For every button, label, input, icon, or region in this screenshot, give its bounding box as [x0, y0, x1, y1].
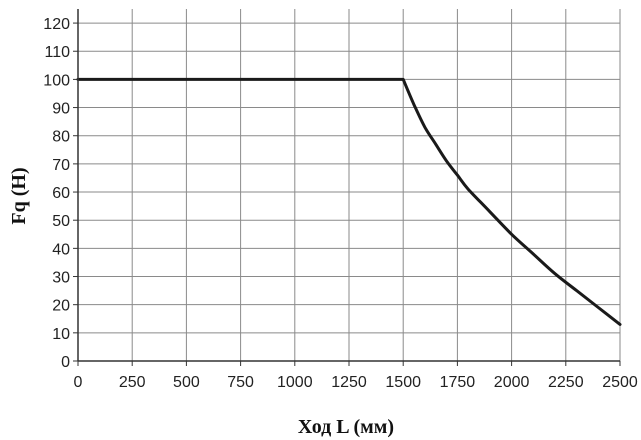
y-tick-label: 50 — [52, 213, 70, 230]
y-tick-labels: 0 10 20 30 40 50 60 70 80 90 100 110 120 — [43, 16, 70, 371]
series-layer — [76, 77, 622, 326]
x-tick-label: 750 — [227, 374, 254, 391]
x-tick-label: 1750 — [440, 374, 476, 391]
x-tick-label: 1000 — [277, 374, 313, 391]
y-tick-label: 20 — [52, 298, 70, 315]
x-tick-label: 2000 — [494, 374, 530, 391]
y-tick-label: 70 — [52, 157, 70, 174]
y-tick-label: 100 — [43, 72, 70, 89]
x-tick-label: 1500 — [385, 374, 421, 391]
x-tick-label: 500 — [173, 374, 200, 391]
y-tick-label: 90 — [52, 101, 70, 118]
grid — [73, 9, 621, 366]
y-tick-label: 80 — [52, 129, 70, 146]
plot-frame — [77, 9, 620, 362]
y-tick-label: 120 — [43, 16, 70, 33]
y-tick-label: 40 — [52, 241, 70, 258]
x-tick-label: 250 — [119, 374, 146, 391]
y-tick-label: 10 — [52, 326, 70, 343]
x-tick-label: 2250 — [548, 374, 584, 391]
y-axis-title: Fq (H) — [8, 167, 30, 224]
series-line — [76, 77, 622, 326]
x-tick-labels: 0 250 500 750 1000 1250 1500 1750 2000 2250 2500 — [74, 374, 638, 391]
y-tick-label: 60 — [52, 185, 70, 202]
y-tick-label: 110 — [44, 44, 70, 61]
y-tick-label: 30 — [52, 270, 70, 287]
x-tick-label: 2500 — [602, 374, 638, 391]
y-tick-label: 0 — [61, 354, 70, 371]
x-tick-label: 0 — [74, 374, 83, 391]
x-tick-label: 1250 — [331, 374, 367, 391]
x-axis-title: Ход L (мм) — [298, 416, 394, 438]
